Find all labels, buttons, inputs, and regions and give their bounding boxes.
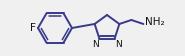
Text: N: N (92, 40, 99, 48)
Text: F: F (30, 23, 36, 33)
Text: N: N (115, 40, 122, 48)
Text: NH₂: NH₂ (145, 17, 165, 27)
